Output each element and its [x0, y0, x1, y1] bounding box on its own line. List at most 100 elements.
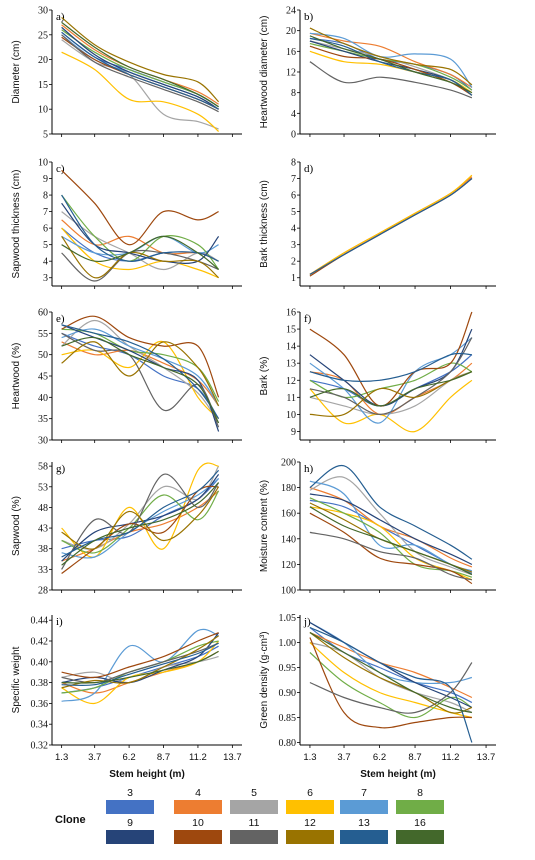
y-tick-label: 140: [281, 534, 296, 545]
y-tick-label: 7: [291, 174, 296, 185]
y-tick-label: 100: [281, 586, 296, 597]
y-tick-label: 0.38: [31, 678, 49, 689]
series-line-clone-9: [61, 26, 219, 110]
x-tick-label: 3.7: [337, 752, 350, 763]
series-line-clone-4: [309, 487, 473, 568]
y-tick-label: 1.00: [279, 638, 297, 649]
panel-a: a) 30 25 20 15 10 5 Diameter (cm): [11, 6, 242, 141]
legend-swatch-clone-7: [340, 800, 388, 814]
y-tick-label: 30: [38, 6, 48, 17]
series-line-clone-11: [309, 662, 473, 714]
series-line-clone-9: [309, 493, 473, 565]
y-axis-label: Sapwood (%): [11, 496, 22, 556]
series-line-clone-10: [309, 45, 473, 96]
y-tick-label: 0.42: [31, 637, 49, 648]
y-tick-label: 0.85: [279, 713, 297, 724]
x-tick-label: 1.3: [303, 752, 316, 763]
panel-b: b) 24 20 16 12 8 4 0 Heartwood diameter (cm): [259, 6, 496, 141]
x-tick-label: 13.7: [477, 752, 496, 763]
legend-label-clone-13: 13: [358, 817, 370, 829]
y-tick-label: 5: [43, 240, 48, 251]
series-line-clone-5: [309, 476, 473, 576]
series-line-clone-16: [309, 631, 473, 714]
y-tick-label: 8: [291, 158, 296, 169]
x-tick-label: 13.7: [223, 752, 242, 763]
legend-swatch-clone-13: [340, 830, 388, 844]
y-tick-label: 1: [291, 273, 296, 284]
series-line-clone-13: [309, 178, 473, 275]
legend-swatch-clone-3: [106, 800, 154, 814]
x-tick-label: 8.7: [408, 752, 421, 763]
y-tick-label: 53: [38, 482, 48, 493]
legend-swatch-clone-12: [286, 830, 334, 844]
y-tick-label: 4: [43, 257, 48, 268]
y-tick-label: 0.90: [279, 688, 297, 699]
y-tick-label: 1.05: [279, 613, 297, 624]
x-tick-label: 6.2: [373, 752, 386, 763]
legend-swatch-clone-9: [106, 830, 154, 844]
y-tick-label: 35: [38, 414, 48, 425]
y-tick-label: 0.40: [31, 657, 49, 668]
series-line-clone-12: [309, 632, 473, 714]
x-tick-label: 8.7: [157, 752, 170, 763]
y-tick-label: 5: [43, 130, 48, 141]
legend-label-clone-10: 10: [192, 817, 204, 829]
panel-e: e) 60 55 50 45 40 35 30 Heartwood (%): [11, 308, 242, 447]
series-line-clone-11: [61, 332, 220, 428]
series-line-clone-6: [309, 379, 473, 433]
series-line-clone-16: [309, 35, 473, 94]
series-line-clone-6: [61, 51, 219, 132]
series-line-clone-11: [309, 531, 473, 581]
legend: Clone 3 4 5 6 7 8 9 10 11 12 13 16: [55, 787, 444, 844]
legend-swatch-clone-8: [396, 800, 444, 814]
series-line-clone-4: [309, 631, 473, 699]
legend-label-clone-11: 11: [249, 817, 260, 829]
legend-label-clone-12: 12: [304, 817, 316, 829]
series-line-clone-12: [61, 16, 220, 103]
panel-letter: c): [56, 163, 65, 175]
y-tick-label: 20: [286, 26, 296, 37]
series-line-clone-11: [61, 473, 220, 570]
y-tick-label: 12: [286, 68, 296, 79]
y-tick-label: 6: [291, 191, 296, 202]
y-tick-label: 20: [38, 55, 48, 66]
legend-swatch-clone-6: [286, 800, 334, 814]
legend-label-clone-5: 5: [251, 787, 257, 799]
y-tick-label: 40: [38, 393, 48, 404]
series-line-clone-8: [61, 194, 220, 270]
series-line-clone-6: [61, 227, 219, 279]
y-tick-label: 7: [43, 207, 48, 218]
x-tick-label: 11.2: [189, 752, 207, 763]
y-tick-label: 120: [281, 560, 296, 571]
y-tick-label: 24: [286, 6, 296, 17]
series-line-clone-10: [309, 637, 472, 729]
series-line-clone-13: [309, 37, 473, 96]
y-axis-label: Moisture content (%): [259, 480, 270, 572]
series-line-clone-4: [61, 490, 219, 562]
y-tick-label: 0.34: [31, 720, 49, 731]
panel-letter: j): [303, 616, 311, 628]
y-tick-label: 60: [38, 308, 48, 319]
series-line-clone-4: [309, 32, 473, 89]
y-tick-label: 0.95: [279, 663, 297, 674]
legend-label-clone-6: 6: [307, 787, 313, 799]
y-axis-label: Heartwood diameter (cm): [259, 16, 270, 129]
series-line-clone-10: [309, 512, 473, 585]
y-tick-label: 0.36: [31, 699, 49, 710]
y-tick-label: 4: [291, 109, 296, 120]
panel-f: f) 16 15 14 13 12 11 10 9 Bark (%): [259, 308, 496, 443]
y-tick-label: 9: [291, 427, 296, 438]
y-axis-label: Sapwood thickness (cm): [11, 170, 22, 279]
series-line-clone-11: [309, 61, 473, 99]
y-axis-label: Bark (%): [259, 357, 270, 396]
y-tick-label: 15: [38, 80, 48, 91]
legend-swatch-clone-10: [174, 830, 222, 844]
series-line-clone-5: [61, 319, 220, 424]
legend-swatch-clone-11: [230, 830, 278, 844]
y-axis-label: Bark thickness (cm): [259, 180, 270, 268]
series-line-clone-13: [61, 469, 220, 558]
y-tick-label: 200: [281, 458, 296, 469]
y-tick-label: 33: [38, 565, 48, 576]
series-line-clone-13: [61, 31, 219, 110]
